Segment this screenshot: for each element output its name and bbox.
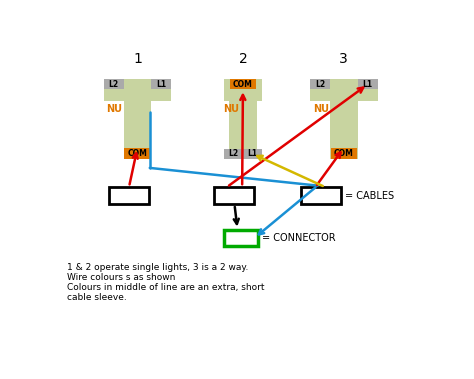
Text: COM: COM (233, 80, 253, 89)
Text: L1: L1 (247, 149, 257, 158)
Text: COM: COM (334, 149, 354, 158)
Text: L1: L1 (363, 80, 373, 89)
Bar (103, 79, 171, 101)
Bar (310, 79, 378, 101)
Bar (330, 101, 358, 159)
Bar (310, 79, 330, 89)
Text: = CONNECTOR: = CONNECTOR (262, 233, 336, 243)
Text: 3: 3 (339, 52, 348, 66)
Text: COM: COM (128, 149, 147, 158)
Bar (124, 148, 151, 159)
Bar (224, 149, 244, 159)
Text: NU: NU (106, 103, 122, 114)
Text: 1 & 2 operate single lights, 3 is a 2 way.: 1 & 2 operate single lights, 3 is a 2 wa… (66, 263, 248, 272)
Bar (214, 187, 255, 204)
Text: NU: NU (313, 103, 328, 114)
Bar (103, 79, 124, 89)
Bar (225, 230, 258, 246)
Text: Colours in middle of line are an extra, short: Colours in middle of line are an extra, … (66, 283, 264, 291)
Bar (124, 101, 151, 159)
Text: 2: 2 (238, 52, 247, 66)
Text: 1: 1 (133, 52, 142, 66)
Text: Wire colours s as shown: Wire colours s as shown (66, 273, 175, 282)
Text: cable sleeve.: cable sleeve. (66, 293, 127, 302)
Bar (230, 79, 256, 89)
Bar (358, 79, 378, 89)
Text: L1: L1 (156, 80, 166, 89)
Bar (224, 79, 262, 101)
Text: = CABLES: = CABLES (346, 191, 394, 200)
Bar (151, 79, 171, 89)
Bar (301, 187, 341, 204)
Bar (242, 149, 262, 159)
Bar (229, 101, 257, 159)
Text: L2: L2 (109, 80, 118, 89)
Bar (331, 148, 357, 159)
Text: L2: L2 (228, 149, 239, 158)
Bar (109, 187, 149, 204)
Text: NU: NU (223, 103, 239, 114)
Text: L2: L2 (315, 80, 325, 89)
